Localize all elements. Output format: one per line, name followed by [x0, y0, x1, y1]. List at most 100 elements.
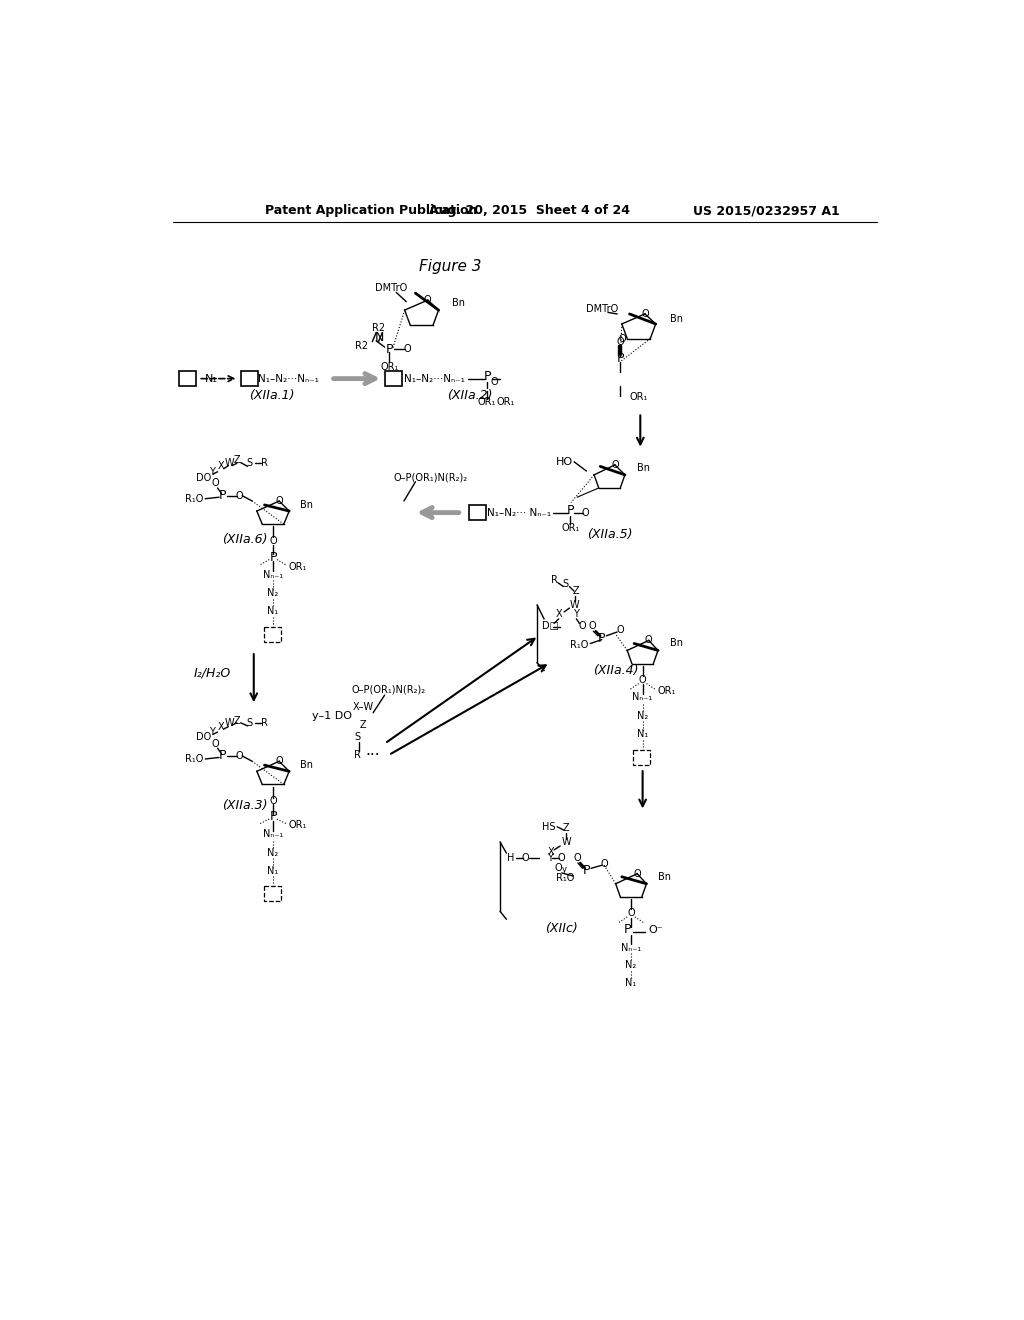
- Text: I₂/H₂O: I₂/H₂O: [194, 667, 230, 680]
- Text: R2: R2: [372, 323, 385, 333]
- Text: (XIIa.4): (XIIa.4): [593, 664, 638, 677]
- Text: O–P(OR₁)N(R₂)₂: O–P(OR₁)N(R₂)₂: [351, 685, 426, 694]
- Text: N₁: N₁: [205, 374, 217, 384]
- Text: S: S: [247, 458, 253, 469]
- Text: P: P: [566, 504, 574, 517]
- Text: DO: DO: [196, 473, 211, 483]
- Text: Nₙ₋₁: Nₙ₋₁: [263, 829, 283, 840]
- Text: OR₁: OR₁: [561, 523, 580, 533]
- Text: y–1 DO: y–1 DO: [312, 711, 352, 721]
- Text: Bn: Bn: [670, 639, 683, 648]
- Text: W: W: [570, 601, 580, 610]
- Bar: [264, 886, 281, 902]
- Text: Y: Y: [572, 610, 579, 619]
- Text: Patent Application Publication: Patent Application Publication: [265, 205, 477, 218]
- Text: H: H: [507, 853, 514, 862]
- Text: Z: Z: [563, 824, 569, 833]
- Text: Nₙ₋₁: Nₙ₋₁: [621, 942, 641, 953]
- Text: R₁O: R₁O: [185, 754, 204, 764]
- Text: O: O: [211, 478, 219, 488]
- Text: O: O: [269, 796, 276, 805]
- Text: Y: Y: [209, 727, 215, 737]
- Text: X: X: [218, 722, 224, 731]
- Text: O: O: [645, 635, 652, 645]
- Text: (XIIa.2): (XIIa.2): [446, 389, 493, 403]
- Text: P: P: [385, 343, 393, 356]
- Text: y: y: [561, 866, 566, 874]
- Text: P: P: [616, 352, 624, 366]
- Text: P: P: [269, 810, 276, 824]
- Text: Z: Z: [359, 721, 367, 730]
- Text: Z: Z: [233, 455, 241, 465]
- Text: Bn: Bn: [453, 298, 466, 308]
- Text: P: P: [219, 750, 226, 763]
- Text: N₂: N₂: [267, 589, 279, 598]
- Text: X: X: [218, 462, 224, 471]
- Text: OR₁: OR₁: [380, 362, 398, 372]
- Text: N₁–N₂··· Nₙ₋₁: N₁–N₂··· Nₙ₋₁: [487, 508, 552, 517]
- Text: O: O: [641, 309, 649, 319]
- Text: Aug. 20, 2015  Sheet 4 of 24: Aug. 20, 2015 Sheet 4 of 24: [429, 205, 631, 218]
- Text: (XIIa.3): (XIIa.3): [222, 799, 267, 812]
- Text: N₁–N₂···Nₙ₋₁: N₁–N₂···Nₙ₋₁: [258, 374, 318, 384]
- Bar: [469, 506, 486, 520]
- Text: O: O: [558, 853, 565, 862]
- Text: N₂: N₂: [626, 961, 637, 970]
- Text: (XIIa.6): (XIIa.6): [222, 533, 267, 546]
- Text: O: O: [424, 296, 431, 305]
- Text: O: O: [275, 756, 283, 767]
- Text: S: S: [354, 733, 360, 742]
- Text: Bn: Bn: [658, 871, 671, 882]
- Text: O: O: [275, 496, 283, 506]
- Text: Y: Y: [209, 467, 215, 477]
- Text: D□: D□: [542, 620, 559, 631]
- Text: O: O: [269, 536, 276, 546]
- Text: X–W: X–W: [352, 702, 374, 711]
- Text: O: O: [211, 739, 219, 748]
- Text: O: O: [600, 859, 608, 869]
- Text: Bn: Bn: [300, 760, 313, 770]
- Text: Figure 3: Figure 3: [419, 259, 481, 273]
- Text: N₁: N₁: [637, 730, 648, 739]
- Text: O: O: [616, 337, 624, 347]
- Text: S: S: [562, 579, 568, 589]
- Text: OR₁: OR₁: [478, 397, 497, 408]
- Text: DMTrO: DMTrO: [376, 282, 408, 293]
- Text: R₁O: R₁O: [185, 494, 204, 504]
- Text: Nₙ₋₁: Nₙ₋₁: [263, 570, 283, 579]
- Text: X: X: [556, 610, 563, 619]
- Bar: [385, 371, 401, 387]
- Text: (XIIa.1): (XIIa.1): [250, 389, 295, 403]
- Text: R: R: [261, 718, 268, 727]
- Text: N₁: N₁: [267, 606, 279, 616]
- Text: N₁: N₁: [626, 978, 637, 989]
- Text: O: O: [589, 620, 596, 631]
- Text: O: O: [634, 869, 641, 879]
- Text: O: O: [616, 626, 624, 635]
- Text: Z: Z: [233, 715, 241, 726]
- Text: US 2015/0232957 A1: US 2015/0232957 A1: [692, 205, 840, 218]
- Text: Bn: Bn: [637, 463, 650, 473]
- Text: OR₁: OR₁: [289, 561, 307, 572]
- Text: O–P(OR₁)N(R₂)₂: O–P(OR₁)N(R₂)₂: [394, 473, 468, 483]
- Text: R₁O: R₁O: [570, 640, 589, 649]
- Text: O: O: [639, 675, 646, 685]
- Text: P: P: [583, 865, 590, 878]
- Text: HS: HS: [542, 822, 556, 832]
- Text: O: O: [522, 853, 529, 862]
- Text: X: X: [548, 847, 554, 857]
- Text: O: O: [573, 853, 581, 862]
- Text: O: O: [618, 334, 626, 345]
- Text: R2: R2: [354, 341, 368, 351]
- Text: P: P: [484, 370, 492, 383]
- Text: N₂: N₂: [267, 847, 279, 858]
- Text: Z: Z: [572, 586, 579, 597]
- Text: O: O: [579, 620, 587, 631]
- Text: OR₁: OR₁: [657, 686, 676, 696]
- Text: S: S: [247, 718, 253, 727]
- Text: P: P: [624, 924, 631, 936]
- Text: Bn: Bn: [670, 314, 683, 323]
- Text: O: O: [628, 908, 635, 917]
- Text: N₁–N₂···Nₙ₋₁: N₁–N₂···Nₙ₋₁: [404, 374, 465, 384]
- Text: Nₙ₋₁: Nₙ₋₁: [633, 693, 652, 702]
